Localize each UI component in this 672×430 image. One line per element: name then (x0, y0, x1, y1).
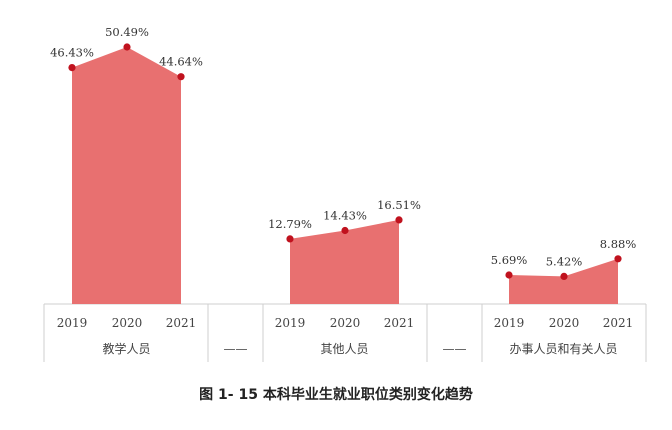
category-label-1: 教学人员 (102, 341, 150, 356)
category-label-3: 办事人员和有关人员 (509, 341, 617, 356)
data-point-1-2020 (123, 43, 131, 51)
figure-caption: 图 1- 15 本科毕业生就业职位类别变化趋势 (199, 387, 473, 403)
data-point-3-2019 (505, 271, 513, 279)
x-tick-label-2-2020: 2020 (330, 316, 361, 330)
data-label-3-2021: 8.88% (600, 237, 637, 251)
x-tick-label-1-2019: 2019 (57, 316, 88, 330)
data-point-3-2020 (560, 272, 568, 280)
data-label-2-2019: 12.79% (268, 217, 312, 231)
x-tick-label-1-2021: 2021 (166, 316, 197, 330)
area-3 (509, 258, 618, 304)
group-separator-2: —— (443, 342, 467, 356)
group-separator-1: —— (224, 342, 248, 356)
data-label-3-2019: 5.69% (491, 253, 528, 267)
data-label-3-2020: 5.42% (546, 254, 583, 268)
x-tick-label-2-2021: 2021 (384, 316, 415, 330)
data-label-2-2021: 16.51% (377, 198, 421, 212)
x-tick-label-1-2020: 2020 (112, 316, 143, 330)
data-label-1-2019: 46.43% (50, 46, 94, 60)
data-point-2-2019 (286, 235, 294, 243)
area-1 (72, 47, 181, 304)
area-2 (290, 219, 399, 304)
x-tick-label-2-2019: 2019 (275, 316, 306, 330)
x-tick-label-3-2019: 2019 (494, 316, 525, 330)
data-point-1-2019 (68, 64, 76, 72)
x-tick-label-3-2020: 2020 (549, 316, 580, 330)
x-tick-label-3-2021: 2021 (603, 316, 634, 330)
data-point-3-2021 (614, 255, 622, 263)
data-label-1-2020: 50.49% (105, 25, 149, 39)
data-point-2-2021 (395, 216, 403, 224)
data-label-1-2021: 44.64% (159, 55, 203, 69)
data-point-2-2020 (341, 226, 349, 235)
category-label-2: 其他人员 (320, 342, 368, 356)
data-label-2-2020: 14.43% (323, 209, 367, 223)
data-point-1-2021 (177, 73, 185, 81)
